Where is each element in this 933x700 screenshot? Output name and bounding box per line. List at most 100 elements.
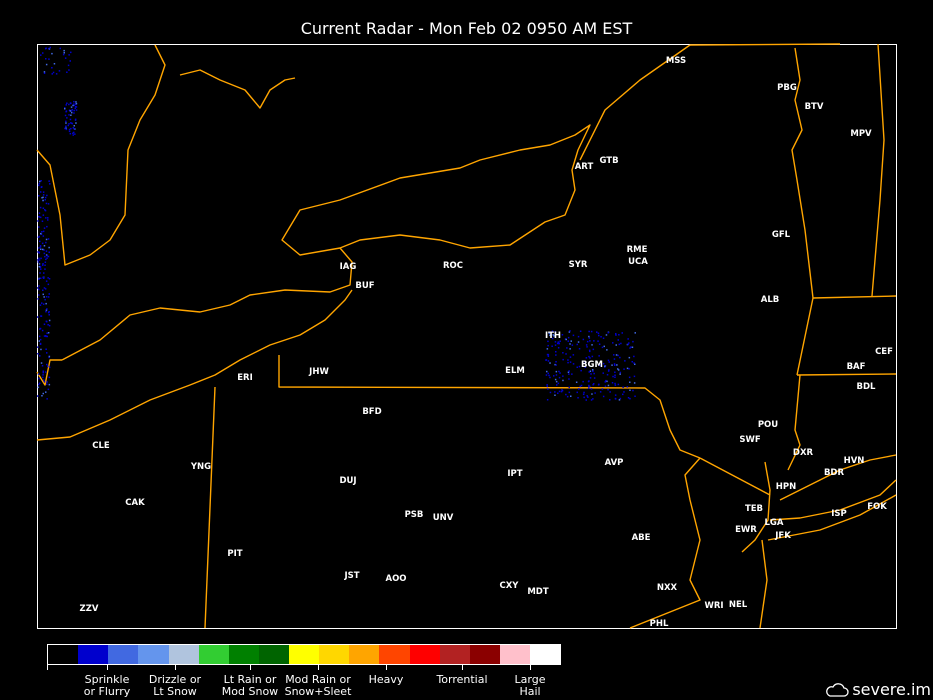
- radar-echo: [41, 395, 43, 397]
- radar-echo: [71, 111, 73, 114]
- radar-echo: [38, 263, 41, 265]
- legend-label-line: Snow+Sleet: [284, 685, 352, 698]
- radar-echo: [47, 324, 49, 326]
- radar-echo: [567, 361, 569, 364]
- radar-echo: [611, 382, 614, 384]
- radar-echo: [71, 108, 73, 111]
- ct-coast: [779, 454, 897, 501]
- radar-echo: [558, 376, 561, 379]
- radar-echo: [38, 294, 40, 296]
- ny-nj-border: [699, 457, 771, 496]
- radar-echo: [614, 394, 617, 396]
- radar-echo: [46, 255, 49, 257]
- radar-echo: [48, 376, 51, 379]
- radar-echo: [38, 251, 41, 254]
- radar-echo: [562, 352, 564, 354]
- radar-echo: [607, 359, 610, 362]
- legend-color-bar: [47, 644, 561, 665]
- radar-echo: [562, 375, 564, 377]
- radar-echo: [51, 52, 53, 55]
- radar-echo: [43, 72, 46, 74]
- station-label: MSS: [666, 56, 686, 66]
- radar-echo: [41, 220, 44, 222]
- legend-label: Torrential: [417, 674, 507, 686]
- radar-echo: [42, 196, 44, 199]
- radar-echo: [37, 251, 39, 253]
- radar-echo: [39, 328, 41, 330]
- radar-echo: [47, 388, 50, 391]
- nj-coast: [759, 539, 768, 629]
- radar-echo: [38, 377, 40, 380]
- radar-echo: [40, 180, 42, 182]
- station-label: EWR: [735, 525, 757, 535]
- radar-echo: [618, 334, 620, 336]
- station-label: BTV: [805, 102, 824, 112]
- radar-echo: [44, 209, 47, 212]
- station-label: HPN: [776, 482, 796, 492]
- radar-echo: [45, 217, 47, 219]
- ny-pa-border: [278, 355, 701, 459]
- radar-echo: [43, 287, 46, 289]
- radar-echo: [558, 370, 560, 373]
- radar-echo: [558, 390, 561, 393]
- radar-echo: [47, 217, 49, 219]
- radar-echo: [614, 374, 616, 376]
- radar-echo: [606, 349, 608, 351]
- radar-echo: [65, 120, 67, 123]
- radar-echo: [44, 209, 46, 211]
- radar-echo: [42, 264, 44, 266]
- station-label: DXR: [793, 448, 814, 458]
- radar-echo: [602, 337, 605, 339]
- legend-swatch: [439, 645, 470, 664]
- radar-echo: [43, 296, 45, 298]
- radar-echo: [593, 377, 596, 379]
- radar-echo: [43, 227, 46, 229]
- lake-erie-north-shore: [61, 247, 353, 361]
- radar-echo: [561, 389, 563, 391]
- radar-echo: [588, 349, 591, 352]
- radar-echo: [627, 338, 629, 340]
- radar-echo: [559, 340, 561, 342]
- radar-echo: [549, 334, 551, 337]
- radar-echo: [44, 196, 47, 199]
- radar-echo: [48, 246, 50, 249]
- radar-echo: [43, 381, 46, 383]
- radar-echo: [567, 340, 569, 342]
- legend-label-line: or Flurry: [83, 685, 131, 698]
- radar-echo: [46, 332, 48, 334]
- radar-echo: [40, 248, 42, 250]
- radar-echo: [48, 356, 50, 359]
- radar-echo: [62, 53, 65, 56]
- radar-echo: [42, 277, 45, 279]
- station-label: ISP: [831, 509, 847, 519]
- radar-echo: [38, 259, 41, 261]
- radar-echo: [555, 364, 557, 366]
- radar-echo: [68, 123, 70, 125]
- radar-echo: [39, 266, 42, 269]
- legend-tick: [250, 665, 251, 670]
- radar-echo: [545, 374, 548, 376]
- legend-swatch: [469, 645, 500, 664]
- radar-map[interactable]: MSS PBG BTV MPV ART GTB RME UCA GFL SYR ROC IAG BUF A…: [0, 0, 933, 640]
- radar-echo: [554, 394, 556, 396]
- radar-echo: [39, 338, 42, 341]
- radar-echo: [629, 347, 631, 349]
- radar-echo: [68, 103, 70, 106]
- radar-echo: [554, 391, 556, 393]
- radar-echo: [569, 330, 571, 332]
- radar-echo: [583, 396, 585, 399]
- radar-echo: [629, 397, 631, 400]
- radar-echo: [619, 371, 622, 374]
- radar-echo: [40, 54, 42, 56]
- station-label: CLE: [92, 441, 110, 451]
- radar-echo: [64, 57, 67, 59]
- radar-echo: [46, 257, 48, 259]
- radar-echo: [51, 73, 53, 75]
- radar-echo: [68, 69, 70, 71]
- station-label: NEL: [729, 600, 748, 610]
- radar-echo: [68, 130, 71, 133]
- radar-echo: [546, 384, 548, 386]
- radar-echo: [619, 356, 621, 359]
- radar-echo: [553, 375, 555, 377]
- radar-echo: [42, 374, 44, 376]
